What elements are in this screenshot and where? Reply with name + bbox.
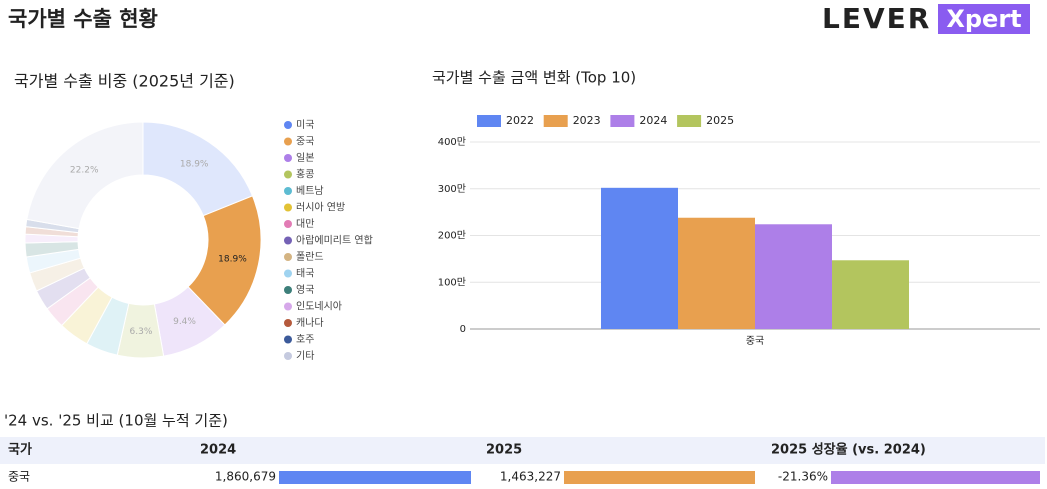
table-header-bg xyxy=(0,437,1045,464)
bar-title: 국가별 수출 금액 변화 (Top 10) xyxy=(432,69,636,87)
bar xyxy=(678,217,755,329)
y-tick-label: 300만 xyxy=(438,183,466,195)
legend-swatch xyxy=(284,121,292,129)
legend-label: 러시아 연방 xyxy=(296,202,345,214)
pie-title: 국가별 수출 비중 (2025년 기준) xyxy=(14,72,235,91)
legend-swatch xyxy=(284,170,292,179)
legend-label: 2023 xyxy=(573,114,601,127)
legend-label: 호주 xyxy=(296,334,314,346)
page-title: 국가별 수출 현황 xyxy=(8,7,158,31)
legend-swatch xyxy=(284,203,292,212)
legend-label: 영국 xyxy=(296,284,314,296)
slice-label: 6.3% xyxy=(130,327,153,337)
table-title: '24 vs. '25 비교 (10월 누적 기준) xyxy=(4,412,228,430)
legend-swatch xyxy=(284,236,292,245)
legend-swatch xyxy=(284,137,292,146)
y-tick-label: 200만 xyxy=(438,230,466,242)
col-header: 2025 xyxy=(486,443,522,458)
pie-slice xyxy=(26,121,144,230)
legend-label: 폴란드 xyxy=(296,251,324,263)
bar xyxy=(601,187,678,329)
legend-label: 아랍에미리트 연합 xyxy=(296,234,373,247)
legend-swatch xyxy=(284,352,292,360)
legend-label: 캐나다 xyxy=(296,317,324,329)
cell: 중국 xyxy=(8,470,30,484)
cell-bar xyxy=(564,471,755,484)
legend-label: 중국 xyxy=(296,136,314,148)
legend-label: 미국 xyxy=(296,119,314,131)
legend-swatch xyxy=(284,253,292,261)
legend-label: 2022 xyxy=(506,114,534,127)
legend-swatch xyxy=(284,154,292,162)
legend-swatch xyxy=(477,115,501,127)
col-header: 국가 xyxy=(8,443,32,458)
legend-swatch xyxy=(284,335,292,344)
legend-swatch xyxy=(284,302,292,311)
logo-accent: Xpert xyxy=(946,5,1021,33)
legend-swatch xyxy=(284,286,292,294)
y-tick-label: 100만 xyxy=(438,276,466,288)
cell: 1,463,227 xyxy=(500,470,561,484)
logo-main: LEVER xyxy=(822,2,931,35)
legend-label: 태국 xyxy=(296,268,314,280)
legend-swatch xyxy=(284,269,292,278)
legend-swatch xyxy=(543,115,568,127)
x-tick-label: 중국 xyxy=(746,335,764,347)
bar xyxy=(832,260,909,329)
legend-label: 베트남 xyxy=(296,185,324,197)
cell-bar xyxy=(279,471,471,484)
col-header: 2025 성장율 (vs. 2024) xyxy=(771,442,926,458)
legend-swatch xyxy=(610,115,635,127)
col-header: 2024 xyxy=(200,443,236,458)
legend-label: 인도네시아 xyxy=(296,301,342,313)
legend-label: 2024 xyxy=(639,114,667,127)
slice-label: 22.2% xyxy=(70,165,99,175)
legend-label: 홍콩 xyxy=(296,168,314,181)
cell: 1,860,679 xyxy=(215,470,276,484)
slice-label: 18.9% xyxy=(180,160,209,170)
legend-label: 2025 xyxy=(706,114,734,127)
slice-label: 18.9% xyxy=(218,255,247,265)
y-tick-label: 0 xyxy=(460,324,466,335)
legend-label: 대만 xyxy=(296,218,314,230)
cell-bar xyxy=(831,471,1040,484)
bar xyxy=(755,224,832,329)
slice-label: 9.4% xyxy=(173,317,196,327)
legend-label: 일본 xyxy=(296,152,314,164)
legend-label: 기타 xyxy=(296,350,314,362)
legend-swatch xyxy=(677,115,702,127)
legend-swatch xyxy=(284,220,292,228)
y-tick-label: 400만 xyxy=(438,136,466,148)
legend-swatch xyxy=(284,319,292,327)
legend-swatch xyxy=(284,187,292,195)
cell: -21.36% xyxy=(778,470,828,484)
logo-box xyxy=(938,4,1030,34)
